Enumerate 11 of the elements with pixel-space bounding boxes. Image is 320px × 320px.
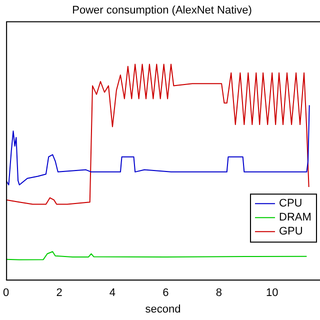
legend-label: DRAM [279, 212, 312, 224]
x-tick-label: 0 [2, 287, 10, 300]
chart-title: Power consumption (AlexNet Native) [72, 4, 252, 17]
x-tick-label: 8 [216, 287, 222, 300]
x-tick-label: 6 [162, 287, 169, 300]
x-tick-label: 10 [266, 287, 278, 300]
legend-label: GPU [279, 226, 303, 238]
x-tick-label: 4 [109, 287, 116, 300]
legend-label: CPU [279, 198, 302, 210]
x-axis-title: second [145, 303, 181, 316]
x-tick-label: 2 [56, 287, 62, 300]
